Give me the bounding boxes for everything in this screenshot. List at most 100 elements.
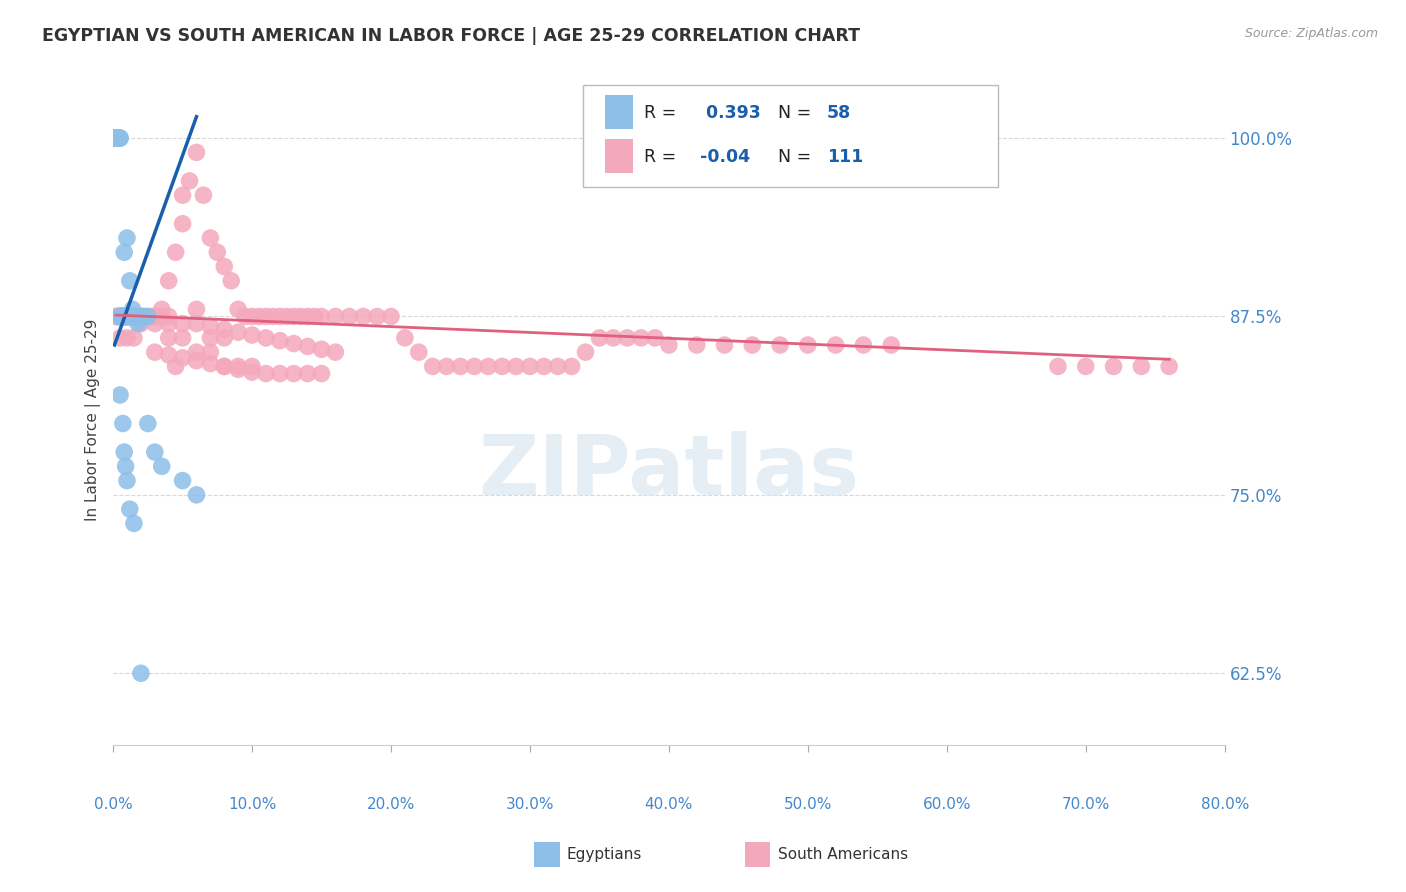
Point (283, 336, 305, 351)
Point (114, 310, 136, 324)
Point (214, 260, 236, 274)
Point (117, 310, 139, 324)
Point (283, 367, 305, 381)
Point (325, 310, 347, 324)
Point (150, 310, 173, 324)
Point (436, 359, 458, 374)
Point (200, 357, 222, 371)
Point (104, 131, 127, 145)
Point (111, 417, 134, 431)
Point (574, 345, 596, 359)
Point (658, 338, 681, 352)
Point (136, 417, 159, 431)
Point (283, 310, 305, 324)
Point (505, 359, 527, 374)
Point (533, 359, 555, 374)
Point (107, 310, 129, 324)
Point (124, 310, 146, 324)
Point (297, 339, 319, 353)
Text: Source: ZipAtlas.com: Source: ZipAtlas.com (1244, 27, 1378, 40)
Point (207, 245, 229, 260)
Point (797, 338, 820, 352)
Point (824, 338, 846, 352)
Point (852, 338, 875, 352)
Point (112, 310, 135, 324)
Point (115, 310, 138, 324)
Point (172, 188, 194, 202)
Point (110, 310, 132, 324)
Point (352, 310, 374, 324)
Point (121, 302, 143, 317)
Point (110, 310, 132, 324)
Point (240, 365, 263, 379)
Text: 80.0%: 80.0% (1201, 797, 1249, 812)
Point (104, 310, 127, 324)
Point (103, 131, 125, 145)
Point (114, 310, 136, 324)
Point (157, 317, 180, 331)
Point (129, 666, 152, 681)
Point (150, 302, 173, 317)
Point (111, 310, 134, 324)
Point (769, 338, 792, 352)
Point (337, 310, 360, 324)
Point (115, 474, 138, 488)
Point (111, 310, 134, 324)
Point (311, 367, 333, 381)
Point (380, 310, 402, 324)
Point (214, 359, 236, 374)
Point (120, 310, 142, 324)
Point (112, 245, 135, 260)
Point (269, 310, 291, 324)
Point (122, 310, 145, 324)
Point (588, 331, 610, 345)
Point (240, 310, 263, 324)
Point (686, 338, 709, 352)
Text: EGYPTIAN VS SOUTH AMERICAN IN LABOR FORCE | AGE 25-29 CORRELATION CHART: EGYPTIAN VS SOUTH AMERICAN IN LABOR FORC… (42, 27, 860, 45)
Point (107, 131, 129, 145)
Point (311, 343, 333, 357)
Point (172, 217, 194, 231)
Point (1046, 359, 1069, 374)
Point (193, 188, 215, 202)
Point (114, 310, 136, 324)
Point (1159, 359, 1181, 374)
Text: 50.0%: 50.0% (783, 797, 832, 812)
Point (547, 359, 569, 374)
Point (247, 310, 270, 324)
Point (107, 310, 129, 324)
Point (186, 488, 208, 502)
Point (214, 331, 236, 345)
Point (118, 310, 141, 324)
Point (1102, 359, 1125, 374)
Point (186, 145, 208, 160)
Point (111, 310, 134, 324)
Point (408, 345, 430, 359)
Point (110, 310, 132, 324)
Point (129, 310, 152, 324)
Point (121, 310, 143, 324)
Point (172, 331, 194, 345)
Text: 20.0%: 20.0% (367, 797, 415, 812)
Point (186, 345, 208, 359)
Text: R =: R = (644, 104, 676, 122)
Text: 70.0%: 70.0% (1062, 797, 1109, 812)
Text: N =: N = (778, 104, 811, 122)
Point (630, 331, 652, 345)
Text: 40.0%: 40.0% (645, 797, 693, 812)
Point (124, 310, 146, 324)
Point (107, 131, 129, 145)
Point (118, 502, 141, 516)
Point (186, 317, 208, 331)
Point (616, 331, 638, 345)
Text: 58: 58 (827, 104, 851, 122)
Text: -0.04: -0.04 (700, 148, 751, 166)
Point (491, 359, 513, 374)
Point (276, 310, 298, 324)
Point (602, 331, 624, 345)
Text: South Americans: South Americans (778, 847, 908, 862)
Point (150, 459, 173, 474)
Point (157, 310, 180, 324)
Point (122, 331, 145, 345)
Point (157, 274, 180, 288)
